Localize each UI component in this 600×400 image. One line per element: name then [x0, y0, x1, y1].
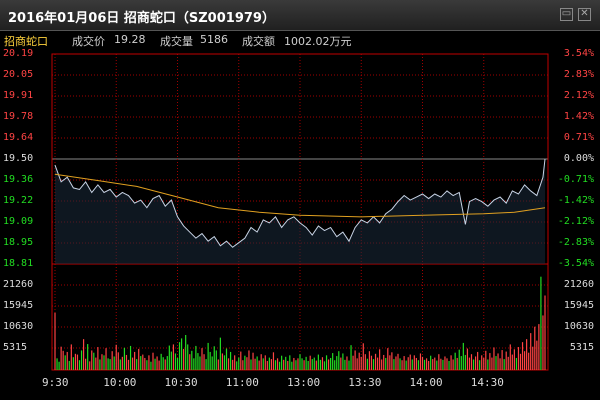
pct-tick-right: 3.54% — [563, 48, 594, 59]
pct-tick-right: -3.54% — [557, 258, 594, 269]
close-icon[interactable]: ✕ — [578, 8, 591, 21]
info-bar: 招商蛇口 成交价 19.28 成交量 5186 成交额 1002.02万元 — [0, 31, 600, 48]
pct-tick-right: 0.71% — [563, 132, 594, 143]
pct-tick-right: 2.12% — [563, 90, 594, 101]
maximize-icon[interactable]: ▭ — [560, 8, 573, 21]
price-tick-left: 19.36 — [3, 174, 34, 185]
avg-price-line — [54, 173, 546, 218]
price-tick-left: 19.91 — [3, 90, 34, 101]
price-area — [55, 159, 545, 264]
volume-tick-left: 5315 — [3, 342, 28, 353]
time-tick: 9:30 — [42, 376, 69, 389]
volume-tick-right: 15945 — [563, 300, 594, 311]
amount-label: 成交额 — [242, 35, 275, 48]
stock-name: 招商蛇口 — [4, 35, 48, 48]
volume-tick-right: 5315 — [569, 342, 594, 353]
pct-tick-right: -1.42% — [557, 195, 594, 206]
volume-tick-right: 10630 — [563, 321, 594, 332]
volume-value: 5186 — [200, 33, 228, 46]
volume-tick-left: 10630 — [3, 321, 34, 332]
amount-value: 1002.02万元 — [284, 35, 352, 48]
price-tick-left: 20.19 — [3, 48, 34, 59]
window-title: 2016年01月06日 招商蛇口（SZ001979） — [8, 11, 275, 26]
title-bar: 2016年01月06日 招商蛇口（SZ001979） ▭ ✕ — [0, 0, 600, 31]
time-tick: 14:30 — [470, 376, 504, 389]
time-tick: 13:30 — [348, 376, 382, 389]
pct-tick-right: -0.71% — [557, 174, 594, 185]
volume-tick-left: 21260 — [3, 279, 34, 290]
pct-tick-right: -2.83% — [557, 237, 594, 248]
price-tick-left: 18.95 — [3, 237, 34, 248]
price-line — [54, 158, 546, 248]
pct-tick-right: -2.12% — [557, 216, 594, 227]
price-tick-left: 19.78 — [3, 111, 34, 122]
volume-tick-left: 15945 — [3, 300, 34, 311]
price-tick-left: 19.22 — [3, 195, 34, 206]
price-tick-left: 19.50 — [3, 153, 34, 164]
price-tick-left: 18.81 — [3, 258, 34, 269]
price-label: 成交价 — [72, 35, 105, 48]
pct-tick-right: 1.42% — [563, 111, 594, 122]
time-tick: 10:00 — [103, 376, 137, 389]
volume-label: 成交量 — [160, 35, 193, 48]
price-tick-left: 19.64 — [3, 132, 34, 143]
time-tick: 14:00 — [409, 376, 443, 389]
price-value: 19.28 — [114, 33, 146, 46]
time-tick: 10:30 — [164, 376, 198, 389]
time-tick: 13:00 — [287, 376, 321, 389]
time-tick: 11:00 — [225, 376, 259, 389]
pct-tick-right: 2.83% — [563, 69, 594, 80]
pct-tick-right: 0.00% — [563, 153, 594, 164]
price-tick-left: 19.09 — [3, 216, 34, 227]
price-tick-left: 20.05 — [3, 69, 34, 80]
volume-tick-right: 21260 — [563, 279, 594, 290]
